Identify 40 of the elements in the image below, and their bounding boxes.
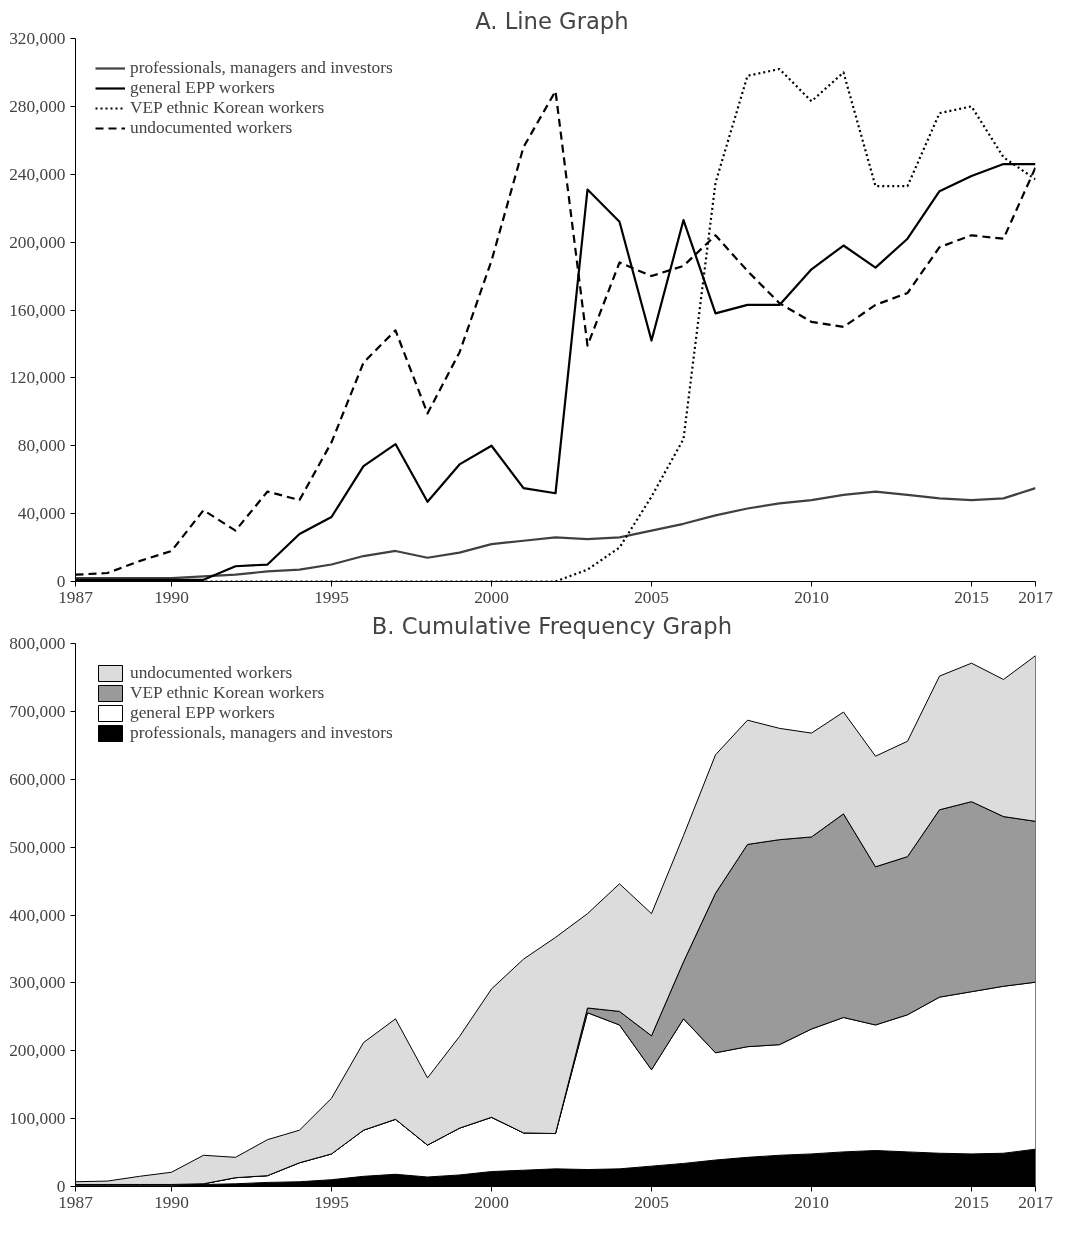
legend-label: VEP ethnic Korean workers [130,98,325,118]
x-tick-label: 2017 [1018,587,1054,607]
y-tick-label: 600,000 [9,769,66,789]
x-tick-label: 2005 [634,587,669,607]
x-tick-label: 2015 [954,1192,989,1212]
x-tick-label: 2005 [634,1192,669,1212]
x-tick-label: 2015 [954,587,989,607]
legend-label: general EPP workers [130,703,275,723]
x-tick-label: 2000 [474,587,509,607]
legend-label: professionals, managers and investors [130,58,393,78]
x-tick-label: 1990 [154,587,189,607]
x-tick-label: 1990 [154,1192,189,1212]
x-tick-label: 1995 [314,587,349,607]
legend-label: VEP ethnic Korean workers [130,683,325,703]
y-tick-label: 280,000 [9,96,66,116]
y-tick-label: 240,000 [9,164,66,184]
x-tick-label: 2017 [1018,1192,1054,1212]
legend-label: general EPP workers [130,78,275,98]
y-tick-label: 120,000 [9,368,66,388]
y-tick-label: 80,000 [17,436,66,456]
chart-title: B. Cumulative Frequency Graph [371,612,732,639]
y-tick-label: 500,000 [9,837,66,857]
y-tick-label: 700,000 [9,701,66,721]
chart-title: A. Line Graph [475,7,629,34]
x-tick-label: 2000 [474,1192,509,1212]
y-tick-label: 320,000 [9,29,66,48]
y-tick-label: 300,000 [9,973,66,993]
y-tick-label: 200,000 [9,232,66,252]
y-tick-label: 400,000 [9,905,66,925]
y-tick-label: 100,000 [9,1109,66,1129]
x-tick-label: 2010 [794,587,829,607]
legend-label: professionals, managers and investors [130,723,393,743]
legend-label: undocumented workers [130,663,293,683]
y-tick-label: 800,000 [9,634,66,653]
y-tick-label: 40,000 [17,504,66,524]
y-tick-label: 200,000 [9,1041,66,1061]
y-tick-label: 160,000 [9,300,66,320]
legend-label: undocumented workers [130,118,293,138]
x-tick-label: 1995 [314,1192,349,1212]
x-tick-label: 2010 [794,1192,829,1212]
